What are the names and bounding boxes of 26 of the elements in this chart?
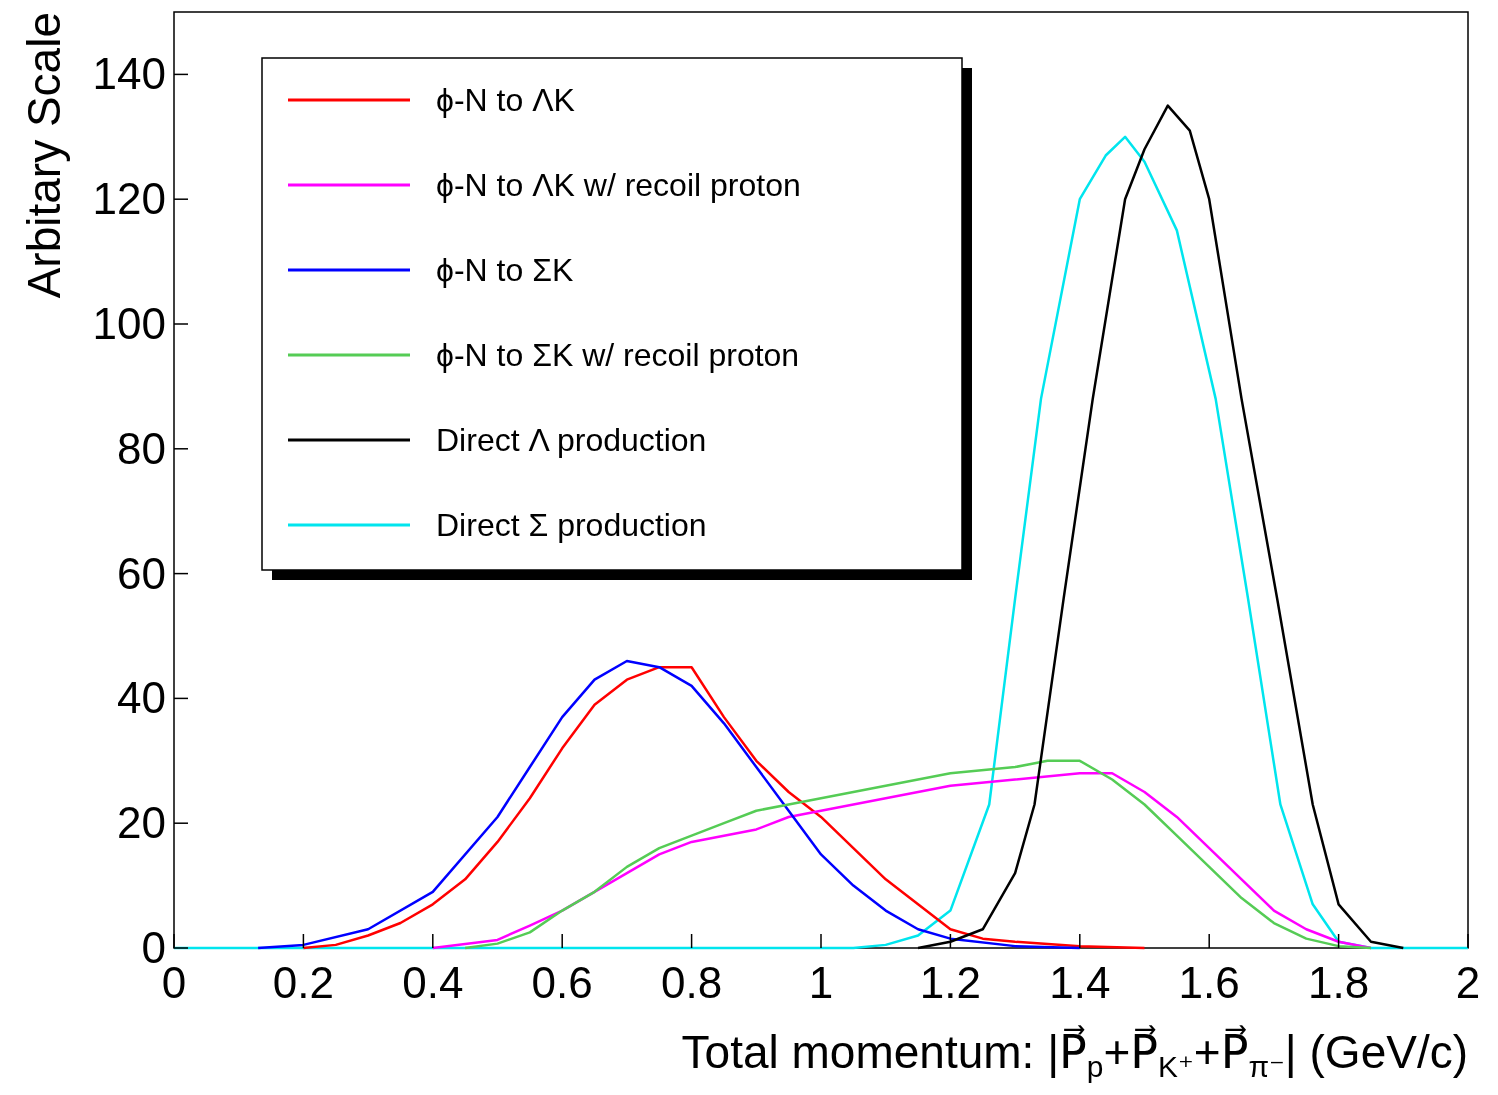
x-tick-label: 1.6 (1178, 958, 1240, 1007)
y-tick-label: 120 (92, 174, 166, 224)
y-axis-title: Arbitary Scale (18, 12, 70, 299)
x-tick-label: 0.6 (531, 958, 593, 1007)
legend-label: Direct Σ production (436, 507, 707, 543)
legend-label: ϕ-N to ΛK (436, 82, 575, 118)
x-tick-label: 1.8 (1308, 958, 1370, 1007)
y-tick-label: 80 (117, 423, 166, 473)
y-tick-label: 100 (92, 299, 166, 348)
legend-label: Direct Λ production (436, 422, 707, 458)
legend-label: ϕ-N to ΣK (436, 252, 574, 288)
y-tick-label: 20 (117, 798, 166, 848)
x-tick-label: 0.4 (402, 958, 464, 1007)
x-axis-title: Total momentum: |P⃗$_{p}$+P⃗$_{K⁺}$+P⃗$_{π⁻}$| (GeV/c) (681, 1024, 1468, 1083)
y-tick-label: 60 (117, 548, 166, 598)
y-tick-label: 140 (92, 49, 166, 99)
legend-label: ϕ-N to ΣK w/ recoil proton (436, 337, 800, 373)
x-tick-label: 1 (808, 958, 834, 1007)
y-tick-label: 0 (141, 923, 166, 972)
x-tick-label: 1.4 (1049, 958, 1111, 1007)
x-tick-label: 0.2 (272, 958, 334, 1007)
x-tick-label: 2 (1455, 958, 1481, 1007)
x-tick-label: 1.2 (919, 958, 981, 1007)
y-tick-label: 40 (117, 673, 166, 723)
legend-label: ϕ-N to ΛK w/ recoil proton (436, 167, 801, 203)
x-tick-label: 0.8 (661, 958, 723, 1007)
